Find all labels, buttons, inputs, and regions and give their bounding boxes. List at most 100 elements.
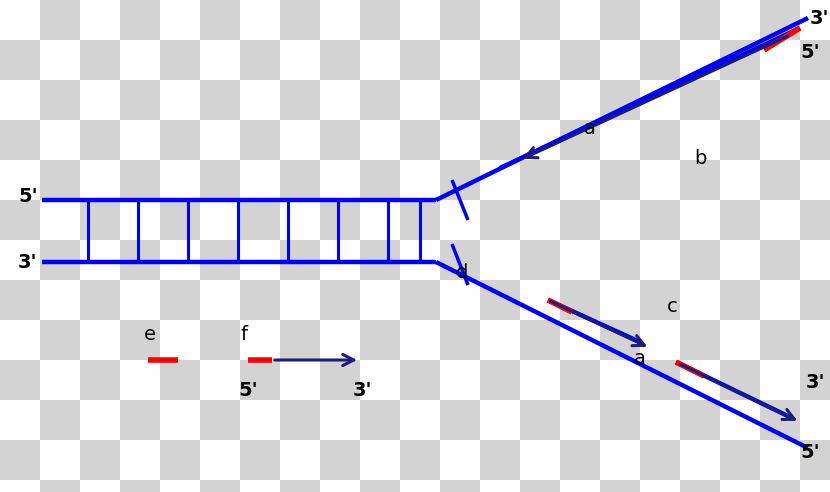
Text: 3': 3'	[806, 372, 826, 392]
Bar	[40, 80, 80, 120]
Bar	[760, 160, 800, 200]
Bar	[800, 80, 830, 120]
Bar	[280, 240, 320, 280]
Bar	[160, 40, 200, 80]
Bar	[280, 40, 320, 80]
Bar	[400, 40, 440, 80]
Bar	[600, 280, 640, 320]
Bar	[0, 440, 40, 480]
Bar	[720, 200, 760, 240]
Bar	[640, 320, 680, 360]
Bar	[720, 160, 760, 200]
Bar	[480, 320, 520, 360]
Bar	[600, 440, 640, 480]
Bar	[120, 80, 160, 120]
Bar	[720, 80, 760, 120]
Text: a: a	[584, 119, 596, 137]
Bar	[640, 200, 680, 240]
Bar	[600, 320, 640, 360]
Bar	[160, 240, 200, 280]
Bar	[600, 400, 640, 440]
Bar	[360, 120, 400, 160]
Bar	[400, 280, 440, 320]
Text: a: a	[634, 348, 646, 368]
Bar	[120, 200, 160, 240]
Bar	[760, 400, 800, 440]
Bar	[520, 200, 560, 240]
Bar	[680, 240, 720, 280]
Bar	[0, 80, 40, 120]
Bar	[560, 200, 600, 240]
Bar	[360, 280, 400, 320]
Bar	[80, 40, 120, 80]
Bar	[600, 40, 640, 80]
Bar	[720, 0, 760, 40]
Bar	[0, 320, 40, 360]
Bar	[320, 80, 360, 120]
Bar	[160, 320, 200, 360]
Bar	[640, 160, 680, 200]
Bar	[320, 440, 360, 480]
Bar	[320, 400, 360, 440]
Bar	[200, 160, 240, 200]
Bar	[320, 360, 360, 400]
Bar	[120, 40, 160, 80]
Bar	[720, 280, 760, 320]
Bar	[320, 200, 360, 240]
Bar	[600, 80, 640, 120]
Bar	[640, 480, 680, 492]
Bar	[80, 440, 120, 480]
Bar	[440, 240, 480, 280]
Text: 3': 3'	[352, 380, 372, 400]
Bar	[400, 200, 440, 240]
Bar	[120, 0, 160, 40]
Bar	[640, 240, 680, 280]
Bar	[400, 440, 440, 480]
Bar	[360, 0, 400, 40]
Bar	[640, 360, 680, 400]
Bar	[760, 480, 800, 492]
Bar	[600, 360, 640, 400]
Bar	[160, 400, 200, 440]
Bar	[520, 80, 560, 120]
Bar	[40, 120, 80, 160]
Bar	[480, 200, 520, 240]
Bar	[400, 0, 440, 40]
Bar	[200, 280, 240, 320]
Bar	[720, 360, 760, 400]
Bar	[0, 400, 40, 440]
Bar	[80, 160, 120, 200]
Bar	[320, 120, 360, 160]
Bar	[280, 160, 320, 200]
Bar	[440, 0, 480, 40]
Bar	[760, 40, 800, 80]
Bar	[80, 320, 120, 360]
Bar	[360, 80, 400, 120]
Bar	[480, 280, 520, 320]
Bar	[440, 120, 480, 160]
Bar	[320, 0, 360, 40]
Bar	[40, 440, 80, 480]
Bar	[640, 400, 680, 440]
Bar	[0, 120, 40, 160]
Bar	[560, 400, 600, 440]
Bar	[320, 160, 360, 200]
Bar	[600, 240, 640, 280]
Bar	[280, 0, 320, 40]
Bar	[440, 280, 480, 320]
Bar	[520, 0, 560, 40]
Bar	[240, 280, 280, 320]
Bar	[560, 280, 600, 320]
Bar	[680, 360, 720, 400]
Bar	[720, 480, 760, 492]
Bar	[720, 40, 760, 80]
Bar	[640, 0, 680, 40]
Bar	[480, 120, 520, 160]
Bar	[400, 480, 440, 492]
Bar	[160, 360, 200, 400]
Bar	[40, 0, 80, 40]
Bar	[680, 120, 720, 160]
Bar	[0, 280, 40, 320]
Bar	[800, 360, 830, 400]
Bar	[280, 280, 320, 320]
